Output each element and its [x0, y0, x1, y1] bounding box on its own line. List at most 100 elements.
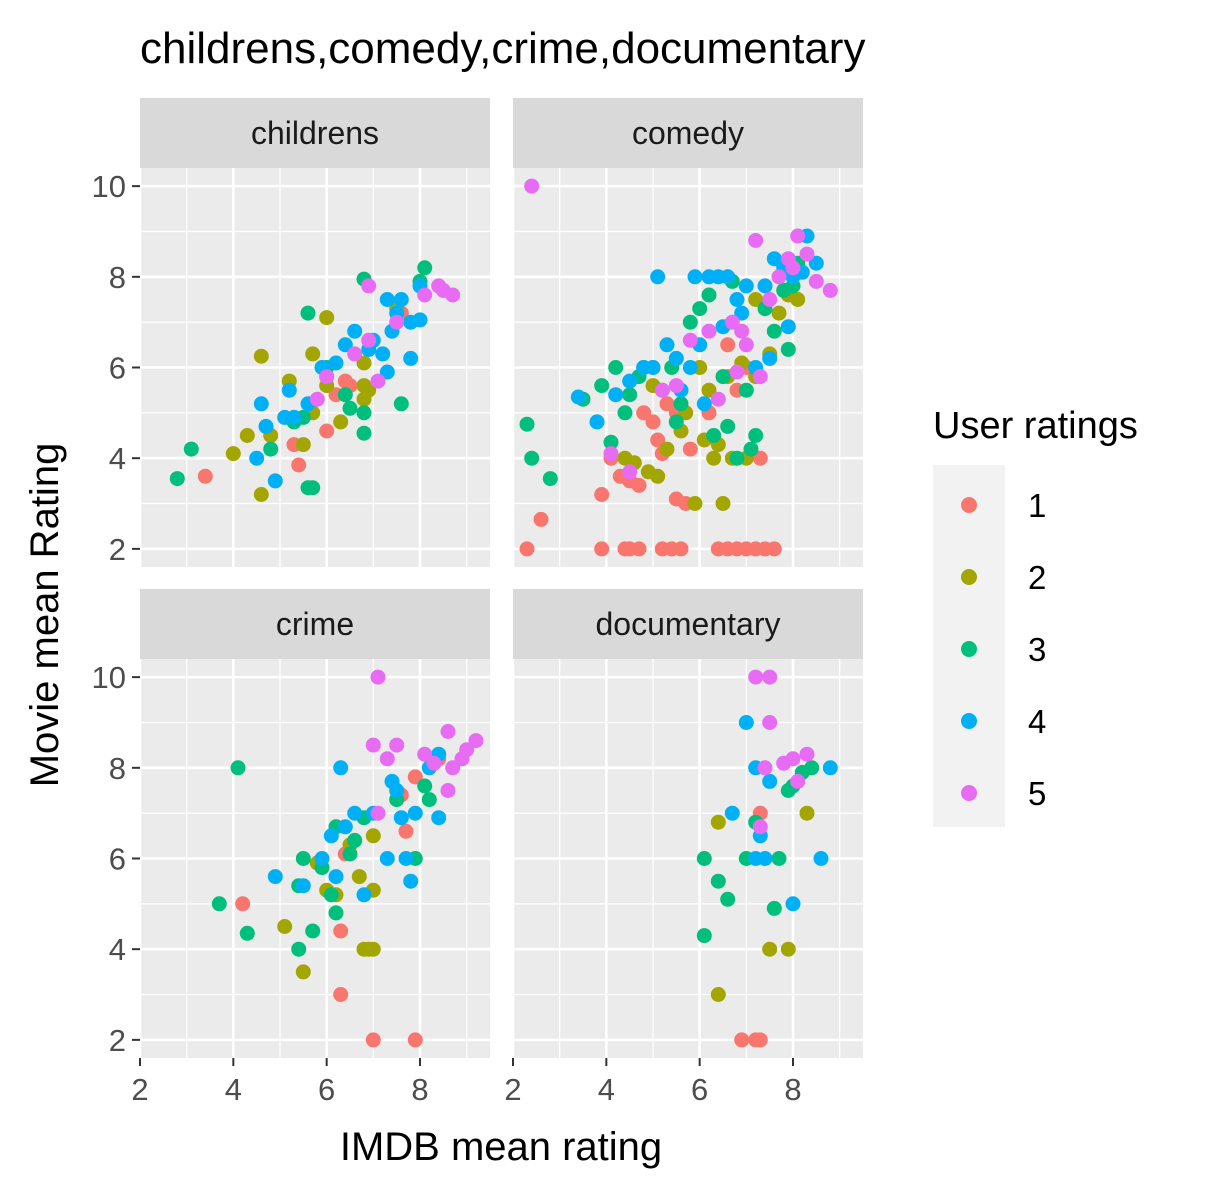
- data-point: [748, 428, 764, 443]
- data-point: [398, 851, 414, 866]
- data-point: [752, 1032, 768, 1048]
- data-point: [235, 896, 251, 912]
- y-tick-label: 6: [109, 842, 126, 877]
- data-point: [431, 810, 447, 826]
- data-point: [668, 378, 684, 394]
- y-tick-label: 8: [109, 751, 126, 786]
- data-point: [762, 350, 778, 366]
- data-point: [323, 828, 339, 844]
- data-point: [356, 425, 372, 441]
- data-point: [370, 669, 386, 685]
- data-point: [239, 428, 255, 443]
- data-point: [281, 382, 297, 398]
- data-point: [361, 332, 377, 348]
- data-point: [799, 805, 815, 821]
- data-point: [808, 255, 824, 271]
- data-point: [305, 346, 321, 362]
- data-point: [743, 441, 759, 457]
- data-point: [333, 414, 349, 430]
- x-tick-label: 2: [131, 1072, 148, 1107]
- data-point: [594, 378, 610, 394]
- data-point: [361, 382, 377, 398]
- x-tick-label: 8: [784, 1072, 801, 1107]
- data-point: [650, 468, 666, 484]
- legend-label-3: 3: [1028, 631, 1046, 668]
- data-point: [706, 450, 722, 466]
- data-point: [249, 450, 265, 466]
- data-point: [687, 496, 703, 511]
- data-point: [720, 269, 736, 285]
- y-tick-label: 8: [109, 260, 126, 295]
- data-point: [617, 405, 633, 421]
- legend-label-1: 1: [1028, 487, 1046, 524]
- data-point: [720, 337, 736, 353]
- data-point: [622, 373, 638, 389]
- data-point: [398, 823, 414, 839]
- data-point: [710, 987, 726, 1002]
- data-point: [225, 446, 241, 462]
- data-point: [771, 269, 787, 285]
- facet-panel-comedy: comedy: [511, 98, 863, 567]
- data-point: [608, 387, 624, 403]
- data-point: [650, 269, 666, 285]
- data-point: [668, 350, 684, 366]
- legend-key-1: [961, 497, 977, 513]
- data-point: [197, 468, 213, 484]
- data-point: [365, 737, 381, 753]
- facet-panel-crime: crime 2 4 6 8 10 2 4 6 8: [92, 589, 490, 1107]
- legend-key-4: [961, 713, 977, 729]
- legend-label-5: 5: [1028, 775, 1046, 812]
- data-point: [696, 851, 712, 866]
- data-point: [780, 941, 796, 957]
- data-point: [622, 387, 638, 403]
- data-point: [365, 1032, 381, 1048]
- data-point: [766, 251, 782, 267]
- data-point: [319, 423, 335, 439]
- data-point: [445, 760, 461, 776]
- x-tick-label: 4: [598, 1072, 615, 1107]
- data-point: [682, 314, 698, 330]
- data-point: [412, 312, 428, 328]
- data-point: [738, 337, 754, 353]
- data-point: [799, 246, 815, 262]
- data-point: [389, 783, 405, 798]
- data-point: [603, 434, 619, 450]
- data-point: [309, 391, 325, 407]
- data-point: [631, 477, 647, 493]
- data-point: [459, 742, 475, 758]
- data-point: [333, 923, 349, 939]
- data-point: [729, 292, 745, 307]
- data-point: [710, 391, 726, 407]
- data-point: [440, 724, 456, 739]
- data-point: [440, 783, 456, 798]
- data-point: [757, 851, 773, 866]
- data-point: [645, 360, 661, 375]
- data-point: [333, 987, 349, 1002]
- legend-key-2: [961, 569, 977, 585]
- data-point: [267, 869, 283, 885]
- data-point: [519, 541, 535, 557]
- data-point: [542, 471, 558, 487]
- data-point: [267, 473, 283, 489]
- data-point: [379, 851, 395, 866]
- data-point: [715, 496, 731, 511]
- data-point: [710, 873, 726, 889]
- data-point: [710, 814, 726, 830]
- data-point: [822, 760, 838, 776]
- data-point: [734, 305, 750, 321]
- y-axis-label: Movie mean Rating: [23, 443, 67, 788]
- facet-strip-label: childrens: [251, 115, 379, 151]
- data-point: [748, 292, 764, 307]
- data-point: [211, 896, 227, 912]
- data-point: [319, 369, 335, 385]
- data-point: [594, 541, 610, 557]
- data-point: [631, 541, 647, 557]
- data-point: [729, 450, 745, 466]
- data-point: [291, 457, 307, 473]
- data-point: [790, 292, 806, 307]
- legend-title: User ratings: [933, 405, 1138, 447]
- data-point: [570, 389, 586, 405]
- data-point: [766, 541, 782, 557]
